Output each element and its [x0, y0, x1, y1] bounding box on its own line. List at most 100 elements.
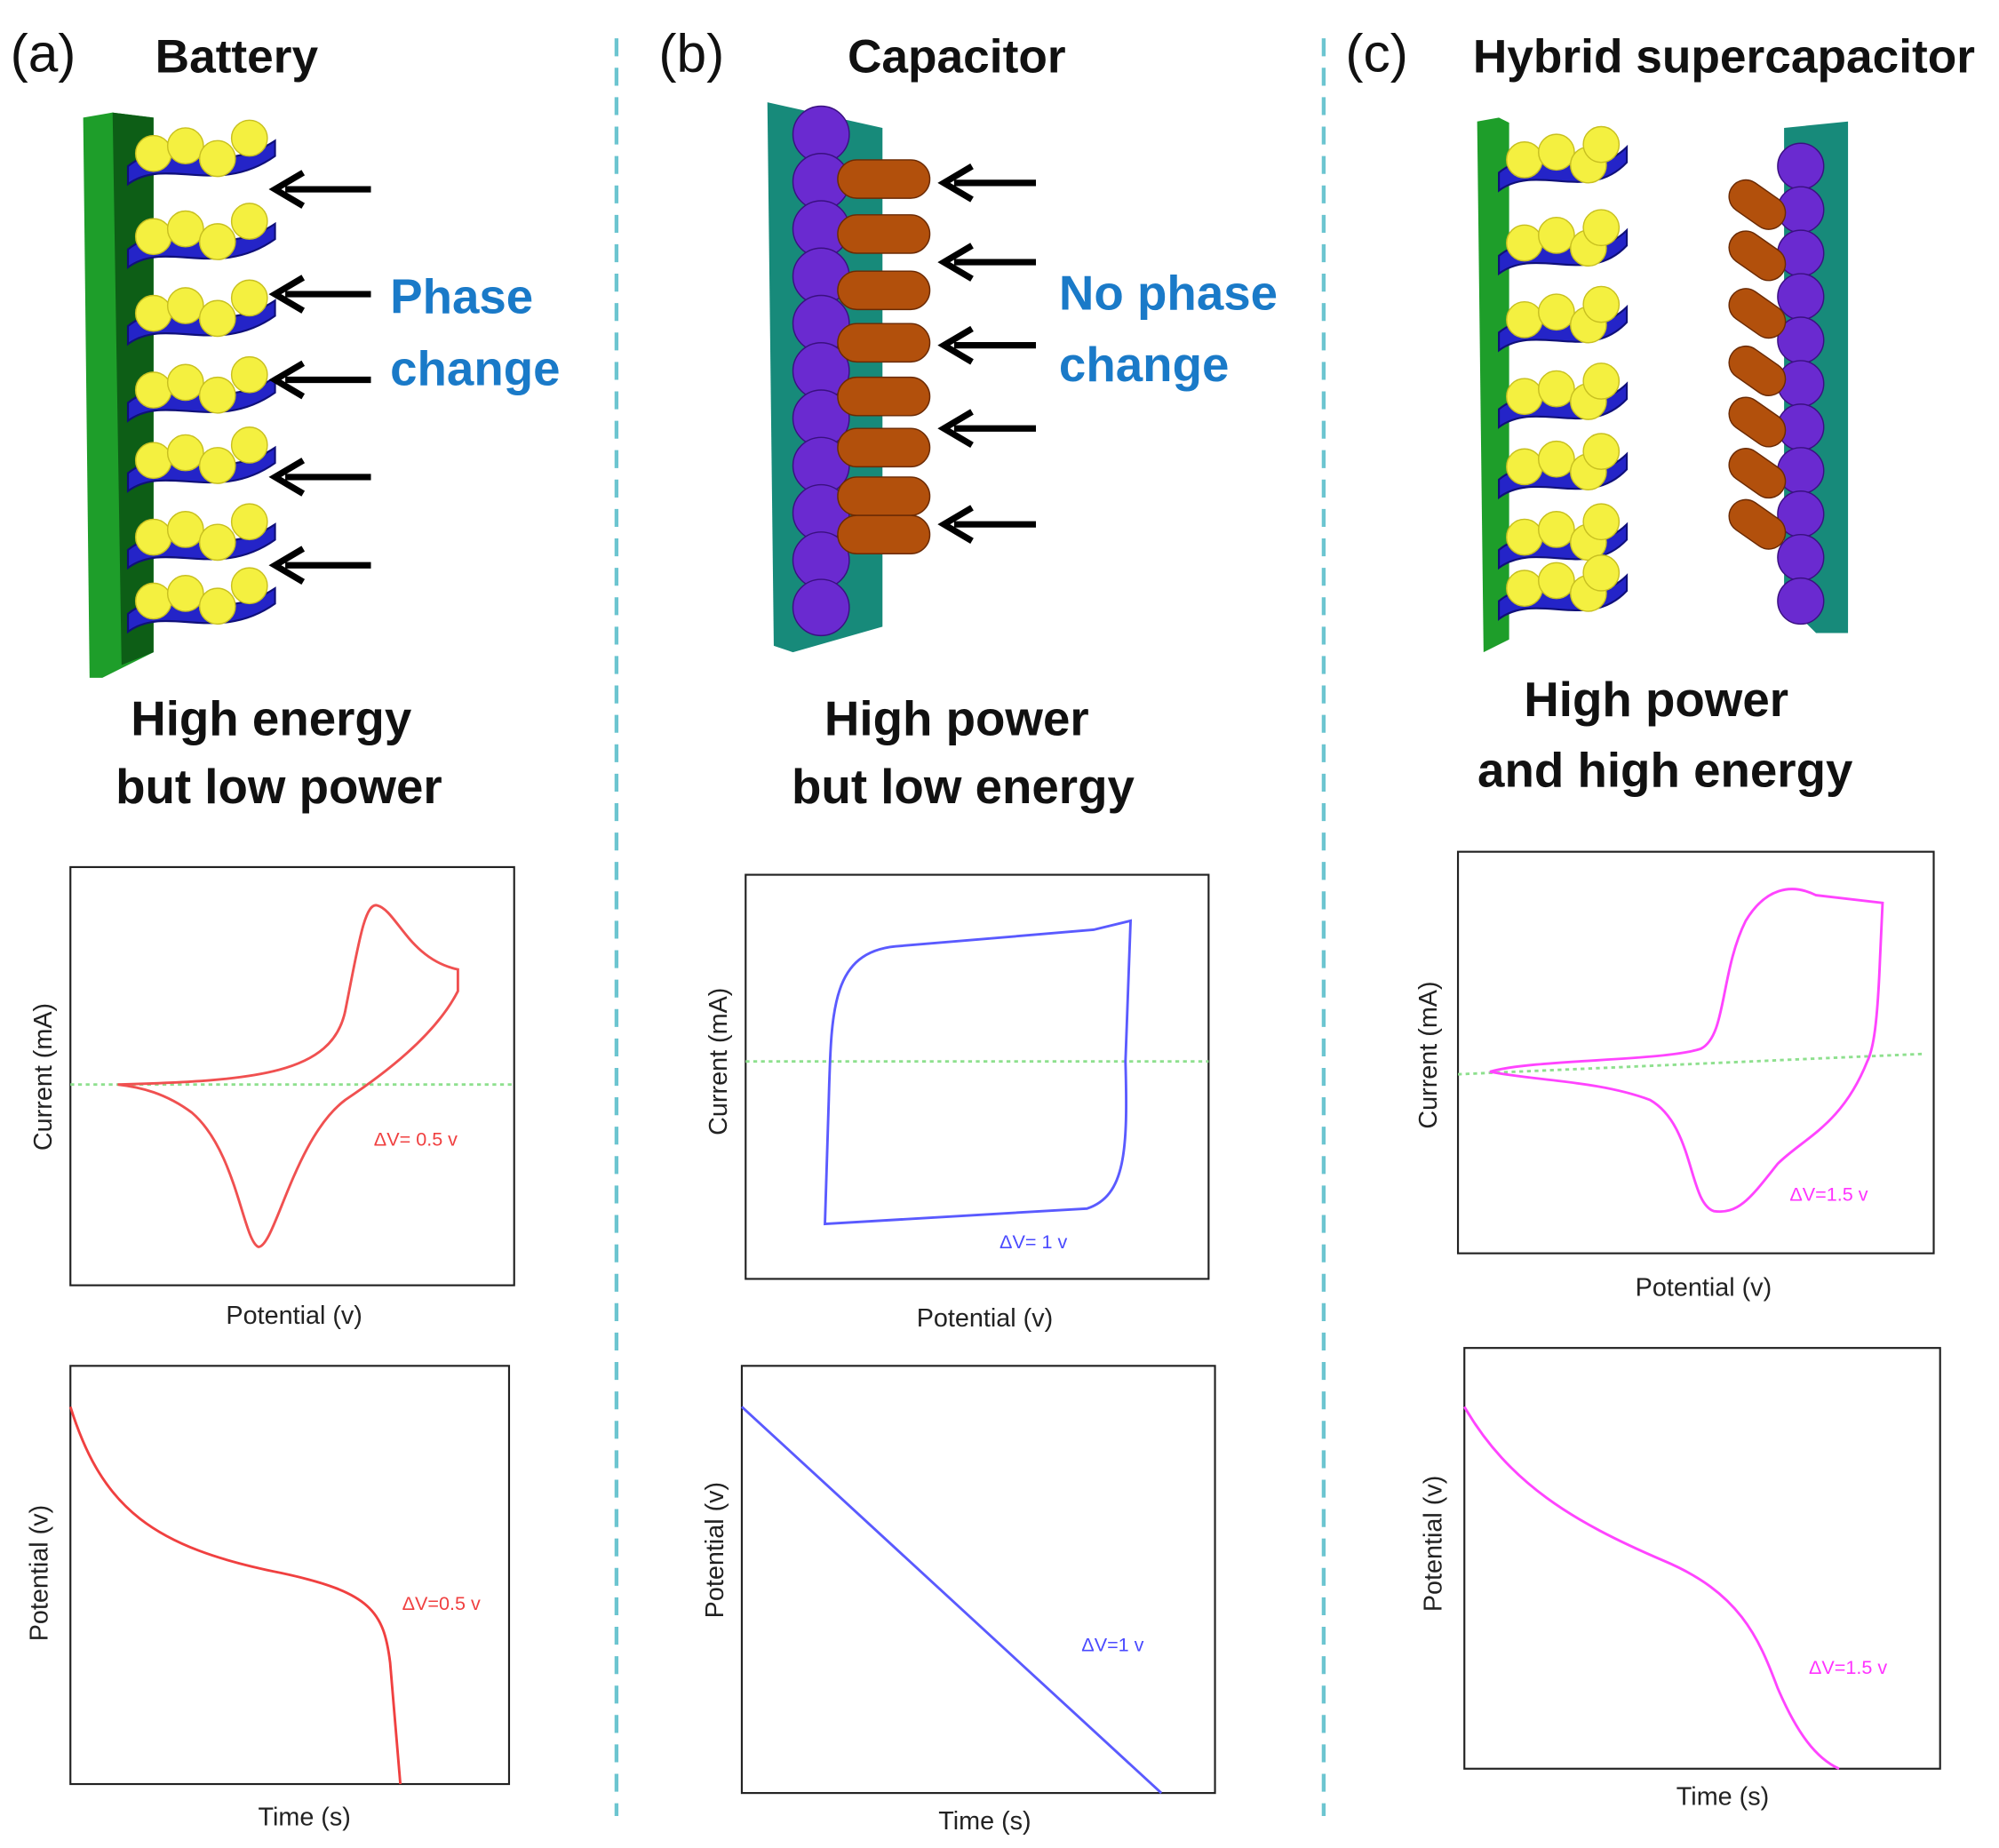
ion [230, 355, 268, 394]
ion [198, 523, 236, 562]
ion [1538, 370, 1575, 408]
y-axis-label: Potential (v) [26, 1505, 54, 1641]
zero-line [1457, 1052, 1925, 1076]
adsorbed-ion [837, 323, 931, 363]
x-axis-label: Potential (v) [917, 1304, 1053, 1333]
annotation: ΔV=1 v [1081, 1633, 1143, 1655]
adsorbed-ion [1728, 230, 1787, 282]
arrow-head [937, 325, 974, 365]
ion [1538, 133, 1575, 171]
current-collector [1477, 117, 1509, 653]
caption: but low power [115, 759, 442, 814]
arrow-head [268, 170, 306, 209]
cv-frame [69, 865, 515, 1286]
caption: High energy [131, 691, 412, 746]
ion [1582, 503, 1621, 541]
annotation: ΔV=1.5 v [1809, 1656, 1887, 1678]
caption: but low energy [792, 759, 1135, 814]
annotation: ΔV= 0.5 v [374, 1128, 458, 1151]
plots [68, 850, 1941, 1795]
gcd-frame [69, 1365, 511, 1786]
adsorbed-ion [1728, 498, 1787, 550]
gcd-frame [740, 1365, 1216, 1795]
ion [230, 279, 268, 317]
arrow-head [937, 243, 974, 282]
ion [198, 376, 236, 414]
arrow-head [268, 458, 306, 497]
cv-curve [1489, 888, 1884, 1214]
ion [166, 210, 204, 248]
caption: and high energy [1477, 742, 1853, 797]
electrode-art [83, 102, 1849, 678]
x-axis-label: Potential (v) [226, 1302, 362, 1330]
adsorbed-ion [837, 159, 931, 199]
x-axis-label: Potential (v) [1636, 1274, 1772, 1302]
ion [166, 511, 204, 548]
adsorbed-ion [837, 476, 931, 516]
arrow-head [268, 360, 306, 400]
ion [166, 287, 204, 324]
adsorbed-ion [1728, 396, 1787, 448]
ion [230, 567, 268, 605]
ion [1582, 125, 1621, 163]
ion [1582, 209, 1621, 247]
ion [134, 518, 172, 556]
panel-title: Battery [155, 31, 319, 84]
annotation: ΔV=0.5 v [402, 1592, 481, 1614]
panel-label: (b) [658, 23, 724, 84]
adsorbed-ion [837, 270, 931, 311]
ion [1506, 448, 1543, 486]
arrow-head [937, 505, 974, 544]
adsorbed-ion [1728, 345, 1787, 396]
adsorbed-ion [837, 514, 931, 554]
y-axis-label: Potential (v) [701, 1482, 729, 1618]
ion [134, 442, 172, 480]
ion [230, 203, 268, 240]
ion [1582, 362, 1621, 400]
phase-note: change [1059, 337, 1229, 392]
ion [1538, 293, 1575, 331]
arrow-head [937, 163, 974, 203]
caption: High power [1524, 672, 1788, 727]
ion [166, 434, 204, 472]
dividers [614, 38, 1326, 1817]
phase-note: No phase [1059, 265, 1278, 320]
ion [1506, 378, 1543, 416]
electrode-atom [1777, 533, 1825, 582]
electrode-atom [1777, 142, 1825, 190]
y-axis-label: Current (mA) [705, 988, 733, 1135]
ion [198, 299, 236, 338]
ion [166, 127, 204, 164]
ion [198, 139, 236, 178]
adsorbed-ion [1728, 179, 1787, 230]
caption: High power [824, 691, 1089, 746]
ion [198, 223, 236, 260]
labels: (a) Battery Phase change High energy but low … [11, 23, 1975, 1836]
arrow-head [268, 275, 306, 314]
ion [1582, 433, 1621, 470]
y-axis-label: Current (mA) [29, 1003, 58, 1151]
gcd-curve [1462, 1406, 1840, 1771]
ion [1506, 300, 1543, 339]
annotation: ΔV=1.5 v [1789, 1183, 1868, 1206]
electrode-atom [792, 578, 850, 637]
ion [166, 363, 204, 402]
ion [134, 218, 172, 256]
ion [1538, 440, 1575, 478]
ion [1506, 224, 1543, 262]
ion [134, 371, 172, 409]
electrode-atom [1777, 577, 1825, 625]
cv-frame [1456, 850, 1935, 1255]
phase-note: Phase [390, 269, 533, 324]
ion [1506, 570, 1543, 608]
ion [230, 119, 268, 157]
cv-curve [117, 904, 459, 1248]
phase-note: change [390, 340, 560, 395]
annotation: ΔV= 1 v [1000, 1231, 1067, 1253]
ion [198, 447, 236, 484]
gcd-frame [1463, 1347, 1941, 1770]
adsorbed-ion [1728, 448, 1787, 499]
x-axis-label: Time (s) [1676, 1782, 1769, 1811]
ion [134, 294, 172, 332]
adsorbed-ion [837, 376, 931, 417]
